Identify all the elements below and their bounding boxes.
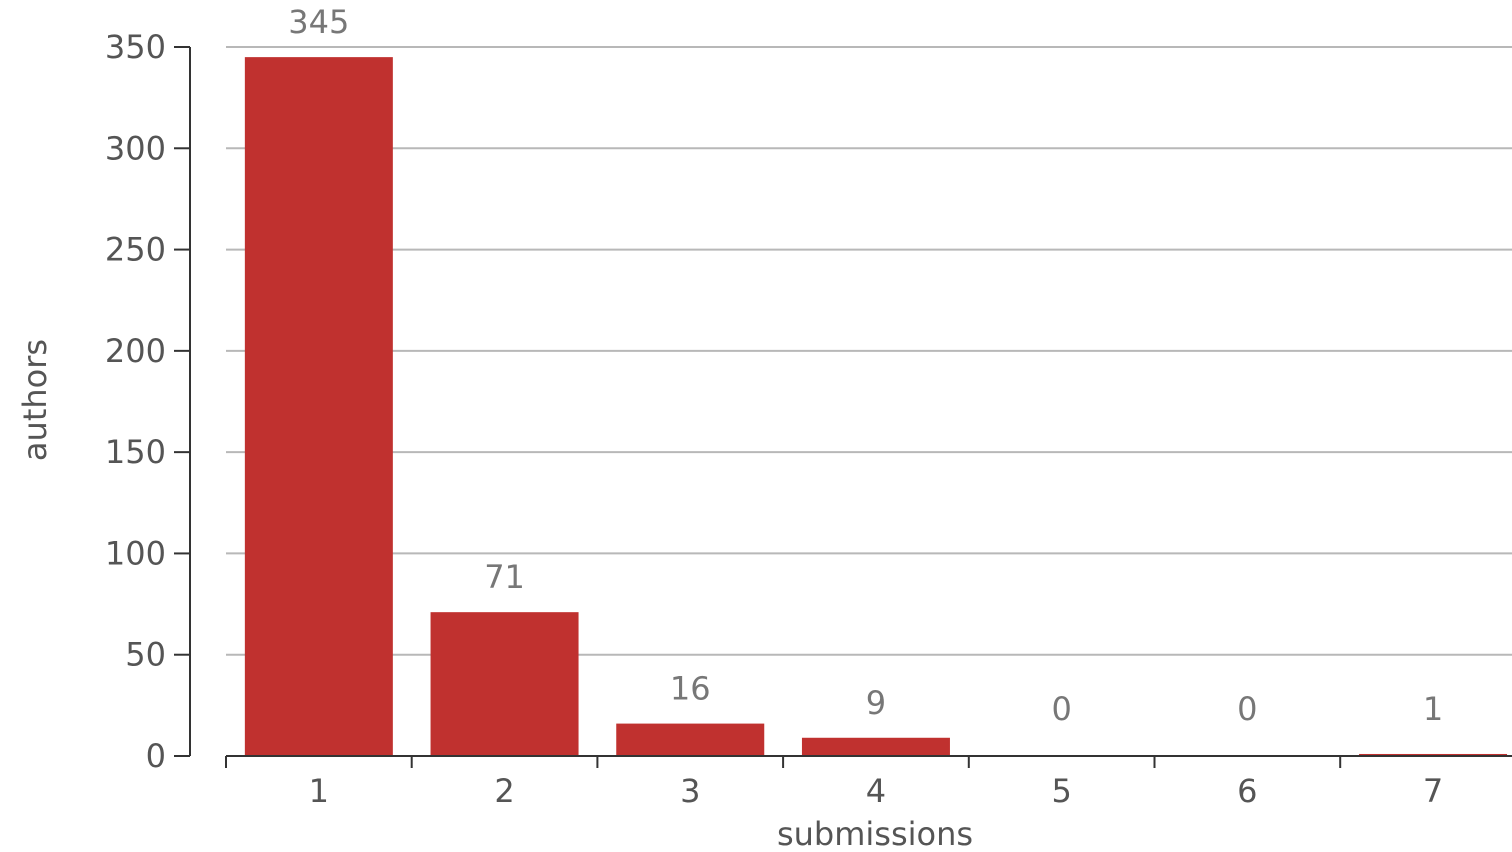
x-axis-ticks: 1 2 3 4 5 6 7: [225, 756, 1443, 810]
bar: [1359, 753, 1508, 756]
y-tick-label: 200: [105, 332, 166, 370]
x-tick-label: 5: [1051, 772, 1071, 810]
data-label: 9: [866, 684, 886, 722]
data-label: 0: [1237, 690, 1257, 728]
y-tick-label: 0: [146, 737, 166, 775]
bar: [616, 723, 765, 756]
x-tick-label: 1: [309, 772, 329, 810]
bar: [430, 612, 579, 756]
x-tick-label: 6: [1237, 772, 1257, 810]
x-tick-label: 7: [1423, 772, 1443, 810]
x-axis-title: submissions: [777, 815, 973, 852]
gridlines: [226, 46, 1512, 656]
y-tick-label: 100: [105, 534, 166, 572]
bar: [244, 57, 393, 757]
data-label: 71: [484, 558, 525, 596]
axes: [189, 47, 1512, 757]
y-axis-title: authors: [16, 339, 54, 461]
data-label: 16: [670, 670, 711, 708]
y-tick-label: 300: [105, 129, 166, 167]
bars: [244, 57, 1508, 757]
y-tick-label: 50: [125, 636, 166, 674]
x-tick-label: 3: [680, 772, 700, 810]
y-tick-label: 350: [105, 28, 166, 66]
data-label: 0: [1051, 690, 1071, 728]
data-labels: 345 71 16 9 0 0 1: [288, 3, 1443, 728]
y-tick-label: 250: [105, 231, 166, 269]
x-tick-label: 2: [494, 772, 514, 810]
x-tick-label: 4: [866, 772, 886, 810]
data-label: 345: [288, 3, 349, 41]
y-axis-ticks: 0 50 100 150 200 250 300 350: [105, 28, 190, 775]
bar: [801, 737, 950, 756]
data-label: 1: [1423, 690, 1443, 728]
y-tick-label: 150: [105, 433, 166, 471]
